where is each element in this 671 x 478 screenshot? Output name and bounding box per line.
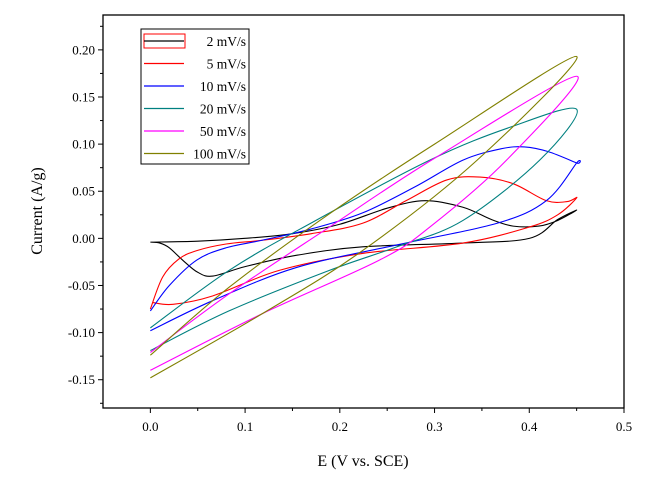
y-tick-label: -0.15 (68, 372, 95, 387)
plot-frame (102, 14, 625, 409)
y-tick-label: 0.20 (72, 42, 95, 57)
x-tick-label: 0.3 (426, 419, 442, 434)
legend-box (140, 28, 250, 165)
x-axis-ticks: 0.0 0.1 0.2 0.3 0.4 0.5 (142, 408, 632, 434)
y-axis-ticks: 0.20 0.15 0.10 0.05 0.00 -0.05 -0.10 -0.15 (68, 25, 103, 404)
x-tick-label: 0.5 (616, 419, 632, 434)
legend-label: 100 mV/s (193, 147, 246, 162)
series-line-2-mv-s (150, 200, 578, 277)
series-line-20-mv-s (150, 107, 578, 352)
legend-label: 50 mV/s (200, 124, 246, 139)
series-line-10-mv-s (149, 146, 581, 332)
x-tick-label: 0.4 (521, 419, 538, 434)
series-line-50-mv-s (150, 75, 579, 371)
y-tick-label: 0.00 (72, 231, 95, 246)
y-tick-label: 0.10 (72, 137, 95, 152)
x-axis-label: E (V vs. SCE) (317, 453, 408, 470)
legend-label: 2 mV/s (207, 34, 246, 49)
legend-label: 10 mV/s (200, 79, 246, 94)
series-line-5-mv-s (149, 176, 578, 310)
y-tick-label: -0.10 (68, 325, 95, 340)
legend-label: 20 mV/s (200, 102, 246, 117)
y-tick-label: 0.05 (72, 184, 95, 199)
y-tick-label: 0.15 (72, 89, 95, 104)
series-lines (149, 55, 581, 379)
x-tick-label: 0.1 (237, 419, 253, 434)
series-line-100-mv-s (150, 55, 578, 379)
x-tick-label: 0.0 (142, 419, 158, 434)
legend: 2 mV/s 5 mV/s 10 mV/s 20 mV/s 50 mV/s 100 mV/… (140, 28, 250, 165)
y-tick-label: -0.05 (68, 278, 95, 293)
y-axis-label: Current (A/g) (29, 167, 46, 255)
legend-label: 5 mV/s (207, 57, 246, 72)
x-tick-label: 0.2 (332, 419, 348, 434)
